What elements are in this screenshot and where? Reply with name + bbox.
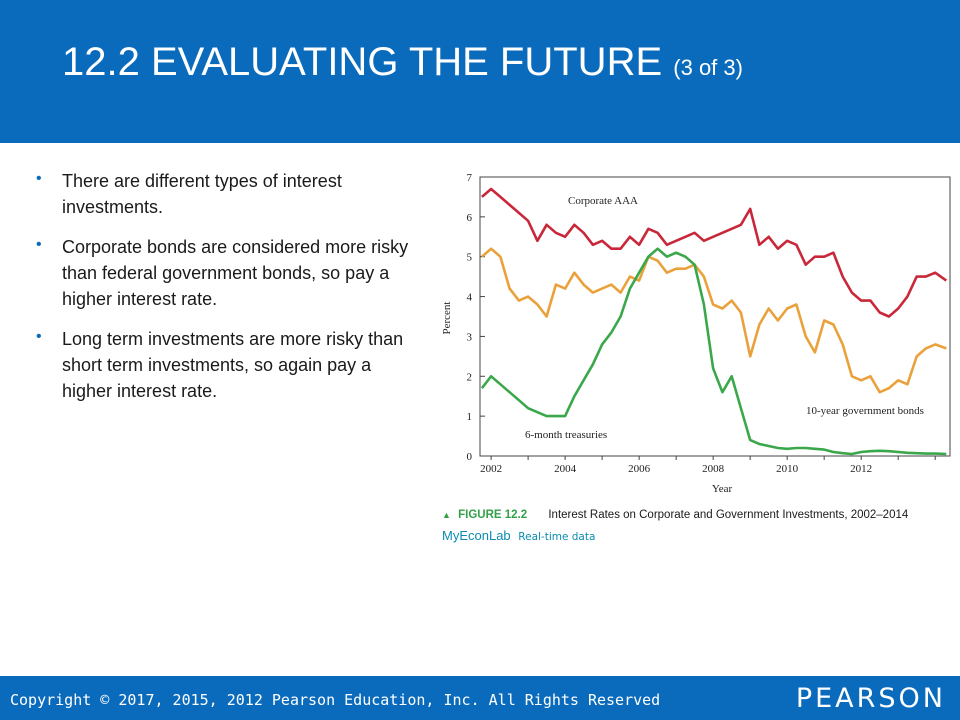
figure-caption-text: Interest Rates on Corporate and Governme…	[548, 509, 909, 521]
slide-title-text: 12.2 EVALUATING THE FUTURE	[62, 40, 663, 84]
x-tick-label: 2004	[554, 463, 577, 475]
bullet-icon: •	[36, 170, 42, 187]
bullet-item: • Corporate bonds are considered more ri…	[36, 234, 416, 312]
x-tick-label: 2006	[628, 463, 651, 475]
y-tick-label: 7	[467, 172, 473, 184]
x-axis-label: Year	[712, 483, 733, 495]
y-tick-label: 2	[467, 371, 473, 383]
bullet-list: • There are different types of interest …	[36, 168, 416, 418]
bullet-icon: •	[36, 236, 42, 253]
y-axis: 0 1 2 3 4 5 6 7	[467, 172, 485, 463]
figure-caption: ▲ FIGURE 12.2 Interest Rates on Corporat…	[442, 509, 908, 521]
bullet-text: Corporate bonds are considered more risk…	[62, 237, 409, 309]
interest-rate-chart: 0 1 2 3 4 5 6 7 2002 2004 2006 2008 2010 2012 Percen…	[430, 160, 960, 500]
bullet-icon: •	[36, 328, 42, 345]
y-tick-label: 4	[467, 292, 473, 304]
myeconlab-brand: MyEconLab	[442, 528, 511, 543]
pearson-logo: PEARSON	[795, 683, 946, 714]
y-tick-label: 3	[467, 331, 473, 343]
annotation-6-month-treasuries: 6-month treasuries	[525, 429, 607, 441]
x-axis: 2002 2004 2006 2008 2010 2012	[480, 456, 936, 475]
y-tick-label: 6	[467, 212, 473, 224]
x-tick-label: 2012	[850, 463, 872, 475]
y-tick-label: 5	[467, 252, 473, 264]
x-tick-label: 2010	[776, 463, 799, 475]
x-tick-label: 2008	[702, 463, 725, 475]
bullet-text: Long term investments are more risky tha…	[62, 329, 404, 401]
plot-area	[479, 176, 951, 457]
y-tick-label: 0	[467, 451, 473, 463]
slide-header: 12.2 EVALUATING THE FUTURE (3 of 3)	[0, 0, 960, 143]
y-tick-label: 1	[467, 411, 473, 423]
series-line-corporate-aaa	[481, 187, 948, 318]
real-time-data-label: Real-time data	[518, 531, 596, 543]
slide-title-suffix: (3 of 3)	[673, 55, 743, 80]
series-line-10-year-government-bonds	[481, 247, 947, 394]
y-axis-label: Percent	[441, 302, 453, 335]
series-line-6-month-treasuries	[480, 247, 947, 456]
chart-svg: 0 1 2 3 4 5 6 7 2002 2004 2006 2008 2010 2012 Percen…	[441, 172, 951, 495]
myeconlab-logo: MyEconLab Real-time data	[442, 528, 595, 543]
annotation-corporate-aaa: Corporate AAA	[568, 195, 638, 207]
series-lines	[480, 187, 948, 456]
triangle-icon: ▲	[442, 510, 451, 520]
copyright-text: Copyright © 2017, 2015, 2012 Pearson Edu…	[10, 691, 661, 709]
slide-title: 12.2 EVALUATING THE FUTURE (3 of 3)	[62, 40, 743, 85]
annotation-10-year-bonds: 10-year government bonds	[806, 405, 924, 417]
bullet-item: • There are different types of interest …	[36, 168, 416, 220]
bullet-text: There are different types of interest in…	[62, 171, 342, 217]
x-tick-label: 2002	[480, 463, 502, 475]
bullet-item: • Long term investments are more risky t…	[36, 326, 416, 404]
figure-label: FIGURE 12.2	[458, 509, 528, 521]
slide-footer: Copyright © 2017, 2015, 2012 Pearson Edu…	[0, 676, 960, 720]
